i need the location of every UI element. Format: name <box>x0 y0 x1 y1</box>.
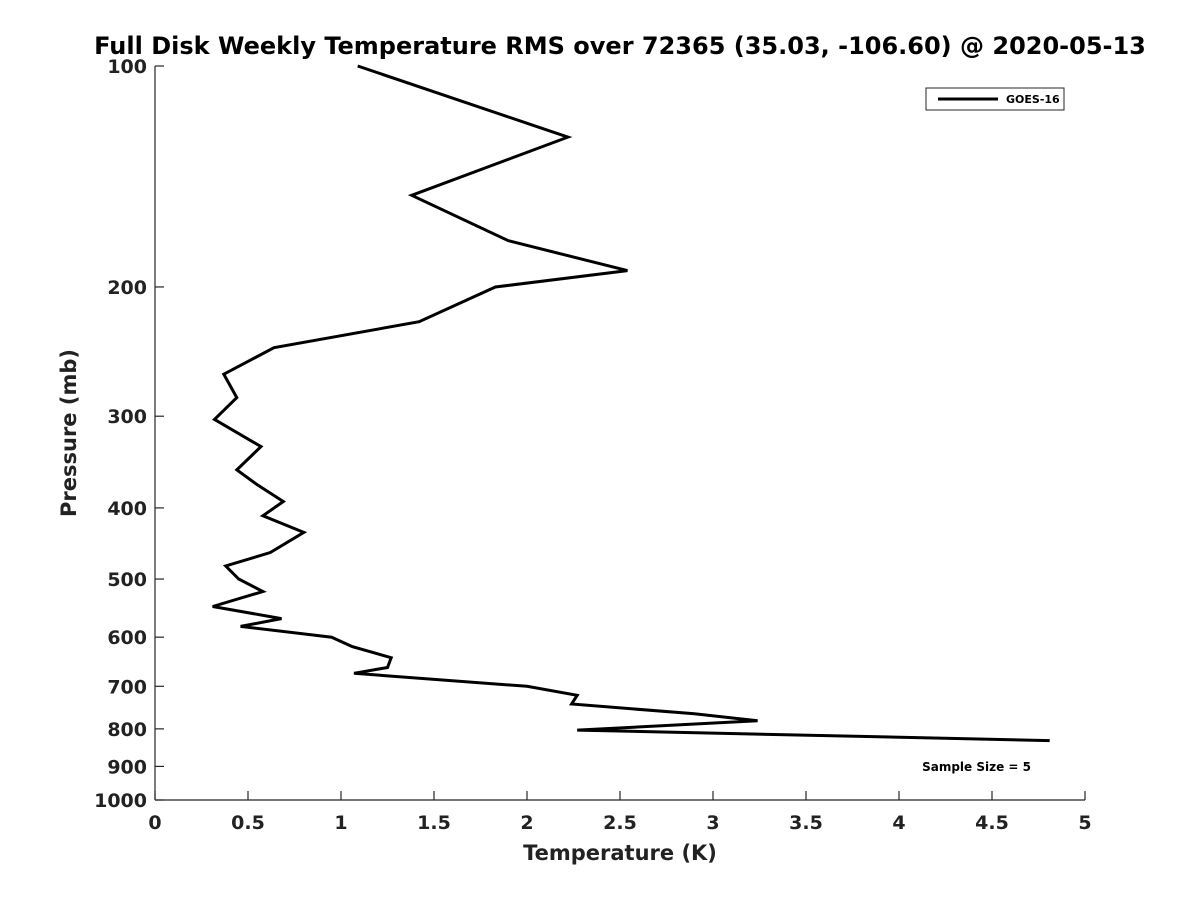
x-tick-label: 2 <box>520 812 533 834</box>
x-tick-label: 3 <box>706 812 719 834</box>
x-tick-label: 2.5 <box>603 812 637 834</box>
y-axis-label: Pressure (mb) <box>57 349 81 517</box>
y-tick-label: 400 <box>107 498 147 520</box>
x-tick-label: 0 <box>148 812 161 834</box>
x-tick-label: 3.5 <box>789 812 823 834</box>
legend-label-goes-16: GOES-16 <box>1006 93 1060 106</box>
y-tick-label: 200 <box>107 277 147 299</box>
y-tick-label: 600 <box>107 627 147 649</box>
y-tick-label: 1000 <box>94 790 147 812</box>
x-tick-label: 1 <box>334 812 347 834</box>
x-tick-label: 1.5 <box>417 812 451 834</box>
y-tick-label: 900 <box>107 756 147 778</box>
plot-area: 0 0.5 1 1.5 2 2.5 3 3.5 4 4.5 5 100 200 300 400 500 600… <box>94 56 1092 834</box>
legend: GOES-16 <box>925 87 1065 111</box>
y-tick-label: 100 <box>107 56 147 78</box>
x-axis-label: Temperature (K) <box>523 841 717 865</box>
x-tick-label: 4.5 <box>975 812 1009 834</box>
x-tick-label: 5 <box>1078 812 1091 834</box>
y-tick-label: 800 <box>107 719 147 741</box>
x-tick-label: 4 <box>892 812 905 834</box>
x-tick-label: 0.5 <box>231 812 265 834</box>
y-tick-label: 500 <box>107 569 147 591</box>
sample-size-annotation: Sample Size = 5 <box>922 760 1031 774</box>
y-ticks: 100 200 300 400 500 600 700 800 900 1000 <box>94 56 164 812</box>
x-ticks: 0 0.5 1 1.5 2 2.5 3 3.5 4 4.5 5 <box>148 791 1092 834</box>
y-tick-label: 700 <box>107 676 147 698</box>
series-line-goes-16 <box>212 64 1050 743</box>
y-tick-label: 300 <box>107 406 147 428</box>
chart-title: Full Disk Weekly Temperature RMS over 72… <box>94 32 1146 60</box>
